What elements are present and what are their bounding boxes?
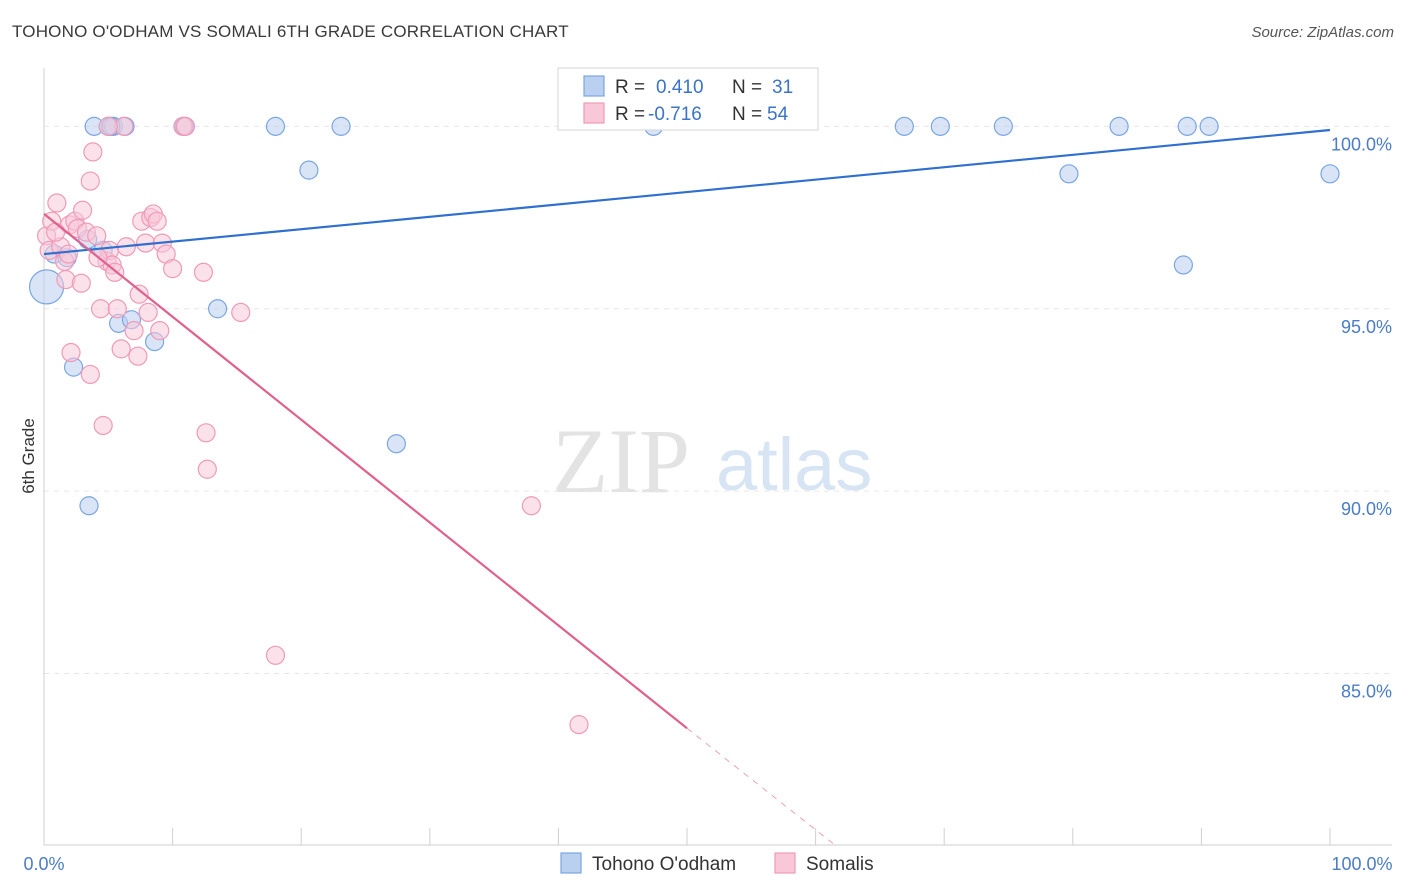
point-somalis-42 xyxy=(175,116,196,136)
watermark-zip: ZIP xyxy=(552,410,690,512)
stats-legend: R = 0.410 N = 31 R = -0.716 N = 54 xyxy=(557,67,819,131)
y-tick-label-2: 90.0% xyxy=(1341,499,1392,519)
chart-source: Source: ZipAtlas.com xyxy=(1251,24,1394,41)
legend-n-label-somalis: N = xyxy=(732,104,762,125)
point-somalis-51 xyxy=(58,244,79,264)
axes xyxy=(43,68,1392,846)
point-somalis-36 xyxy=(147,211,167,231)
point-somalis-29 xyxy=(128,346,148,366)
y-axis-label: 6th Grade xyxy=(19,418,38,494)
trend-line-tohono xyxy=(43,128,1331,256)
series-legend-swatch-tohono xyxy=(560,852,582,874)
legend-r-label-tohono: R = xyxy=(615,77,645,98)
x-tick-label-min: 0.0% xyxy=(23,854,64,874)
point-somalis-50 xyxy=(45,222,66,242)
legend-r-value-tohono: 0.410 xyxy=(656,77,704,98)
point-somalis-44 xyxy=(196,423,216,443)
point-somalis-17 xyxy=(87,226,107,246)
legend-r-label-somalis: R = xyxy=(615,104,645,125)
point-tohono-18 xyxy=(265,116,286,136)
point-somalis-33 xyxy=(138,302,158,323)
point-somalis-12 xyxy=(72,200,93,220)
point-somalis-47 xyxy=(265,645,286,665)
point-somalis-19 xyxy=(93,415,113,436)
y-tick-label-3: 85.0% xyxy=(1341,682,1392,702)
y-tick-label-1: 95.0% xyxy=(1341,317,1392,337)
point-somalis-28 xyxy=(124,321,144,341)
point-somalis-18 xyxy=(90,299,111,319)
grid-lines xyxy=(44,125,1392,675)
trend-line-extension-somalis xyxy=(686,727,836,846)
point-somalis-46 xyxy=(231,302,251,323)
chart-title: TOHONO O'ODHAM VS SOMALI 6TH GRADE CORRE… xyxy=(12,22,569,41)
series-legend-swatch-somalis xyxy=(774,852,796,874)
x-tick-marks xyxy=(43,828,1331,845)
point-tohono-10 xyxy=(208,299,228,319)
point-tohono-25 xyxy=(1177,116,1197,136)
series-legend-label-somalis: Somalis xyxy=(806,854,874,875)
point-tohono-11 xyxy=(299,160,319,180)
legend-n-label-tohono: N = xyxy=(732,77,762,98)
point-somalis-15 xyxy=(80,171,100,191)
point-somalis-37 xyxy=(150,321,170,341)
point-somalis-40 xyxy=(163,259,183,279)
legend-n-value-tohono: 31 xyxy=(772,77,793,98)
point-tohono-27 xyxy=(1059,164,1079,184)
point-somalis-30 xyxy=(129,284,149,304)
point-tohono-29 xyxy=(1320,164,1340,184)
trend-lines xyxy=(43,128,1331,846)
point-somalis-16 xyxy=(83,142,103,162)
legend-n-value-somalis: 54 xyxy=(767,104,789,125)
y-tick-label-0: 100.0% xyxy=(1331,134,1392,154)
legend-swatch-somalis xyxy=(583,102,605,124)
watermark-atlas: atlas xyxy=(716,423,872,506)
point-somalis-3 xyxy=(47,193,67,213)
point-tohono-24 xyxy=(1109,116,1129,136)
series-legend-label-tohono: Tohono O'odham xyxy=(592,854,736,875)
point-tohono-22 xyxy=(930,116,950,136)
point-somalis-14 xyxy=(80,364,100,385)
y-tick-labels: 100.0% 95.0% 90.0% 85.0% xyxy=(1331,134,1392,701)
trend-line-somalis xyxy=(43,213,688,730)
legend-swatch-tohono xyxy=(583,75,605,97)
point-somalis-45 xyxy=(197,459,217,479)
point-somalis-52 xyxy=(98,116,118,136)
point-tohono-19 xyxy=(331,116,351,136)
point-somalis-8 xyxy=(61,342,81,363)
point-somalis-11 xyxy=(71,273,91,293)
legend-r-value-somalis: -0.716 xyxy=(648,104,702,125)
point-tohono-28 xyxy=(1173,255,1193,275)
point-tohono-21 xyxy=(894,116,914,136)
point-somalis-49 xyxy=(569,715,589,735)
point-somalis-24 xyxy=(107,299,127,319)
point-somalis-48 xyxy=(521,496,541,516)
point-tohono-5 xyxy=(79,496,99,516)
point-tohono-26 xyxy=(1199,116,1219,136)
series-legend: Tohono O'odham Somalis xyxy=(560,852,874,875)
x-tick-label-max: 100.0% xyxy=(1331,854,1392,874)
point-tohono-12 xyxy=(386,434,406,454)
point-somalis-25 xyxy=(111,339,131,359)
point-somalis-43 xyxy=(193,262,214,282)
point-tohono-23 xyxy=(993,116,1013,136)
